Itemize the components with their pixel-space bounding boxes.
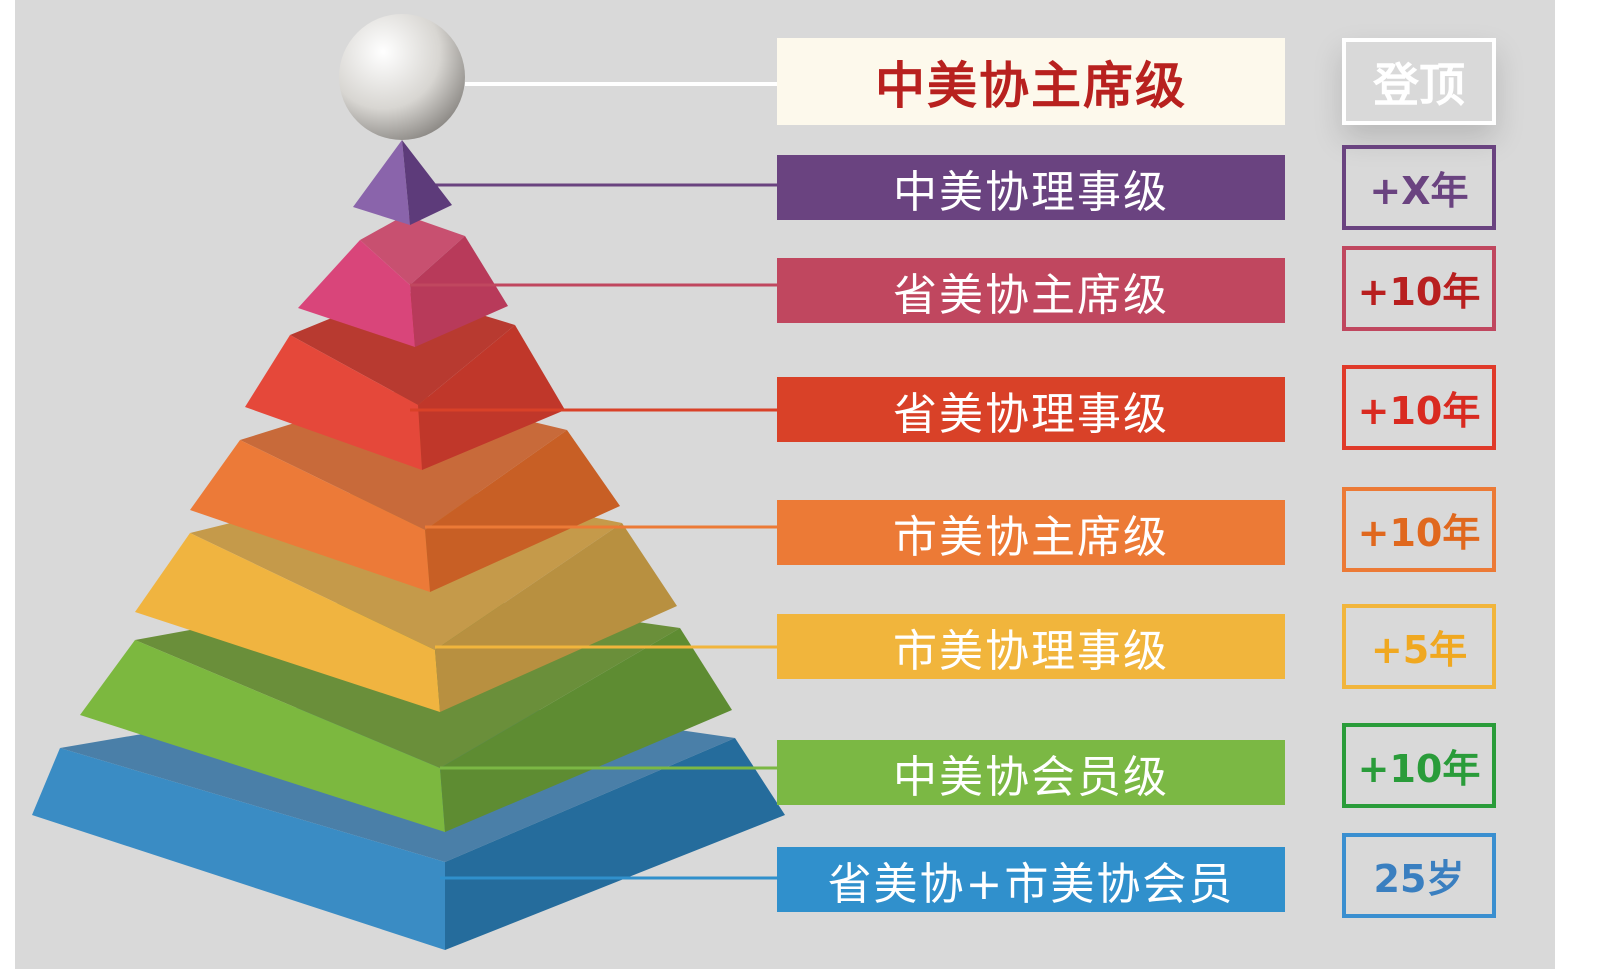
pyramid-layer-7-left-face: [32, 748, 445, 950]
pyramid-layer-5-right-face: [435, 523, 677, 712]
pyramid-layer-2-top-face: [360, 215, 465, 285]
level-duration-badge: +X年: [1342, 145, 1496, 230]
level-label-bar: 中美协会员级: [777, 740, 1285, 805]
pyramid-layer-6-right-face: [440, 628, 732, 832]
top-sphere: [339, 14, 465, 140]
level-label-bar: 省美协主席级: [777, 258, 1285, 323]
pyramid-layer-2-left-face: [298, 240, 415, 347]
level-duration-badge: +10年: [1342, 365, 1496, 450]
level-duration-badge: +10年: [1342, 246, 1496, 331]
pyramid-layer-4-right-face: [425, 430, 620, 592]
level-label-bar: 市美协主席级: [777, 500, 1285, 565]
level-label-bar: 中美协主席级: [777, 38, 1285, 125]
pyramid-layer-6-left-face: [80, 640, 445, 832]
level-duration-badge: +10年: [1342, 487, 1496, 572]
pyramid-layer-4-left-face: [190, 440, 430, 592]
apex-right-face: [402, 140, 452, 225]
level-label-bar: 省美协理事级: [777, 377, 1285, 442]
level-label-bar: 市美协理事级: [777, 614, 1285, 679]
level-duration-badge: +10年: [1342, 723, 1496, 808]
pyramid-layer-7-right-face: [445, 738, 785, 950]
pyramid-layer-5-left-face: [135, 533, 440, 712]
pyramid-layer-2-right-face: [410, 236, 508, 347]
level-duration-badge: +5年: [1342, 604, 1496, 689]
level-duration-badge: 25岁: [1342, 833, 1496, 918]
level-label-bar: 省美协+市美协会员: [777, 847, 1285, 912]
pyramid-layer-3-left-face: [245, 335, 422, 470]
level-duration-badge: 登顶: [1342, 38, 1496, 125]
apex-left-face: [353, 140, 410, 225]
level-label-bar: 中美协理事级: [777, 155, 1285, 220]
pyramid-layer-3-right-face: [418, 325, 565, 470]
